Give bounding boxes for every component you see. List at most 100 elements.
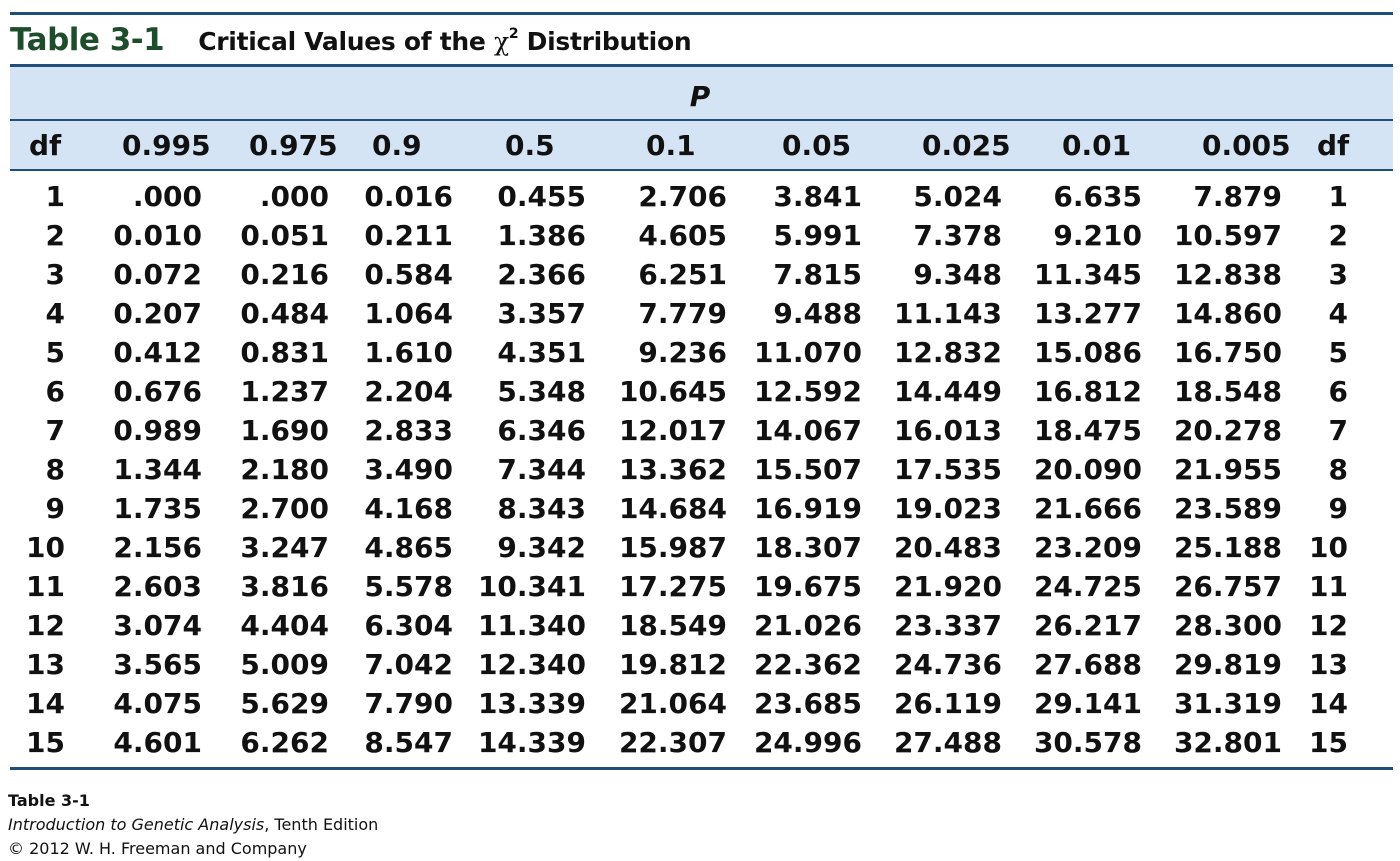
- table-cell: 13.277: [1033, 297, 1142, 330]
- table-cell: 13.362: [618, 453, 727, 486]
- top-rule: [10, 12, 1393, 15]
- table-cell: 12.340: [477, 648, 586, 681]
- title-prefix: Critical Values of the: [198, 27, 494, 56]
- df-cell: 13: [26, 648, 65, 681]
- table-cell: 9.342: [497, 531, 586, 564]
- table-cell: 3.841: [773, 180, 862, 213]
- df-cell: 3: [45, 258, 65, 291]
- table-cell: 21.955: [1173, 453, 1282, 486]
- column-header-8: 0.01: [1062, 129, 1132, 162]
- column-header-4: 0.5: [505, 129, 555, 162]
- table-cell: 1.064: [364, 297, 453, 330]
- table-cell: 12.832: [893, 336, 1002, 369]
- column-header-7: 0.025: [922, 129, 1011, 162]
- table-cell: 15.507: [753, 453, 862, 486]
- table-cell: 21.920: [893, 570, 1002, 603]
- df-cell: 2: [1328, 219, 1348, 252]
- table-cell: 9.488: [773, 297, 862, 330]
- table-cell: 21.026: [753, 609, 862, 642]
- table-row: 1 .000 .000 0.016 0.455 2.706 3.841 5.024 6.635 7…: [0, 180, 1400, 219]
- table-title: Critical Values of the χ2 Distribution: [198, 26, 691, 56]
- df-cell: 15: [1309, 726, 1348, 759]
- df-cell: 11: [1309, 570, 1348, 603]
- header-bottom-rule: [10, 169, 1393, 171]
- table-cell: 2.603: [113, 570, 202, 603]
- title-suffix: Distribution: [518, 27, 692, 56]
- df-cell: 14: [1309, 687, 1348, 720]
- table-row: 6 0.676 1.237 2.204 5.348 10.645 12.592 14.449 1…: [0, 375, 1400, 414]
- table-cell: 10.341: [477, 570, 586, 603]
- table-cell: 23.337: [893, 609, 1002, 642]
- df-cell: 5: [45, 336, 65, 369]
- table-cell: 15.086: [1033, 336, 1142, 369]
- footer-copyright: © 2012 W. H. Freeman and Company: [8, 839, 307, 858]
- table-cell: 0.010: [113, 219, 202, 252]
- table-cell: 7.879: [1193, 180, 1282, 213]
- table-cell: 1.690: [240, 414, 329, 447]
- table-title-row: Table 3-1 Critical Values of the χ2 Dist…: [10, 22, 692, 64]
- table-cell: 7.042: [364, 648, 453, 681]
- table-cell: 19.023: [893, 492, 1002, 525]
- table-cell: 16.750: [1173, 336, 1282, 369]
- table-cell: 13.339: [477, 687, 586, 720]
- table-cell: 14.860: [1173, 297, 1282, 330]
- table-cell: 0.207: [113, 297, 202, 330]
- table-cell: 6.262: [240, 726, 329, 759]
- df-cell: 12: [26, 609, 65, 642]
- table-row: 13 3.565 5.009 7.042 12.340 19.812 22.362 24.73…: [0, 648, 1400, 687]
- df-cell: 9: [1328, 492, 1348, 525]
- table-cell: 16.812: [1033, 375, 1142, 408]
- table-cell: 32.801: [1173, 726, 1282, 759]
- df-cell: 15: [26, 726, 65, 759]
- table-cell: 7.344: [497, 453, 586, 486]
- table-cell: 0.072: [113, 258, 202, 291]
- table-cell: 11.143: [893, 297, 1002, 330]
- table-cell: 12.017: [618, 414, 727, 447]
- df-cell: 10: [26, 531, 65, 564]
- table-cell: 19.812: [618, 648, 727, 681]
- table-cell: 20.483: [893, 531, 1002, 564]
- table-cell: 5.629: [240, 687, 329, 720]
- table-cell: 3.247: [240, 531, 329, 564]
- table-cell: 21.064: [618, 687, 727, 720]
- table-row: 9 1.735 2.700 4.168 8.343 14.684 16.919 19.023 2…: [0, 492, 1400, 531]
- table-cell: 11.070: [753, 336, 862, 369]
- table-cell: 18.307: [753, 531, 862, 564]
- table-cell: 20.090: [1033, 453, 1142, 486]
- df-cell: 13: [1309, 648, 1348, 681]
- column-header-2: 0.975: [249, 129, 338, 162]
- table-cell: 6.346: [497, 414, 586, 447]
- table-cell: 2.706: [638, 180, 727, 213]
- table-cell: 12.592: [753, 375, 862, 408]
- table-cell: 23.209: [1033, 531, 1142, 564]
- header-mid-rule: [10, 119, 1393, 121]
- table-cell: 29.141: [1033, 687, 1142, 720]
- table-cell: .000: [132, 180, 202, 213]
- table-cell: 22.362: [753, 648, 862, 681]
- table-cell: 0.584: [364, 258, 453, 291]
- column-header-3: 0.9: [372, 129, 422, 162]
- footer-edition: , Tenth Edition: [264, 815, 379, 834]
- table-cell: 23.685: [753, 687, 862, 720]
- table-cell: 4.404: [240, 609, 329, 642]
- table-cell: 4.865: [364, 531, 453, 564]
- df-cell: 1: [1328, 180, 1348, 213]
- df-cell: 9: [45, 492, 65, 525]
- table-cell: 0.016: [364, 180, 453, 213]
- table-cell: 11.345: [1033, 258, 1142, 291]
- table-cell: 24.725: [1033, 570, 1142, 603]
- footer-source: Introduction to Genetic Analysis, Tenth …: [8, 813, 378, 837]
- table-cell: 7.779: [638, 297, 727, 330]
- table-number: Table 3-1: [10, 22, 165, 58]
- footer-label: Table 3-1: [8, 791, 90, 810]
- table-cell: 12.838: [1173, 258, 1282, 291]
- table-cell: 6.635: [1053, 180, 1142, 213]
- table-cell: 14.449: [893, 375, 1002, 408]
- title-superscript: 2: [508, 26, 519, 42]
- table-row: 15 4.601 6.262 8.547 14.339 22.307 24.996 27.48…: [0, 726, 1400, 765]
- table-cell: 8.343: [497, 492, 586, 525]
- table-cell: 0.676: [113, 375, 202, 408]
- table-cell: 6.251: [638, 258, 727, 291]
- table-row: 12 3.074 4.404 6.304 11.340 18.549 21.026 23.33…: [0, 609, 1400, 648]
- df-cell: 7: [45, 414, 65, 447]
